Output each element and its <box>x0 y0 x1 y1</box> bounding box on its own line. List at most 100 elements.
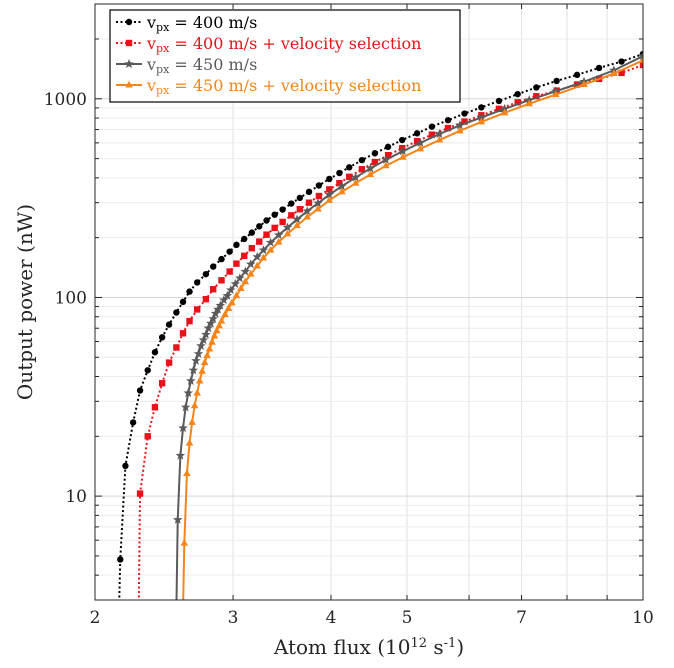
series-3-point <box>188 418 196 425</box>
series-3-point <box>525 99 534 107</box>
y-tick-label: 1000 <box>44 90 87 110</box>
series-1-point <box>179 330 187 337</box>
series-3-point <box>232 291 241 299</box>
series-2-point <box>203 323 214 333</box>
series-0-point <box>428 123 436 130</box>
series-1-point <box>371 158 379 166</box>
series-0-point <box>358 156 366 164</box>
series-0-point <box>336 169 343 177</box>
x-axis-title-unit-sup: -1 <box>444 636 457 651</box>
series-3-point <box>180 538 189 546</box>
series-0-point <box>209 263 217 270</box>
series-1-point <box>533 93 540 100</box>
series-0-point <box>398 136 406 144</box>
series-1-point <box>193 306 201 313</box>
series-2-point <box>324 189 335 199</box>
series-1-point <box>288 212 295 219</box>
legend-label-rest: = 450 m/s <box>169 55 257 74</box>
series-0-point <box>218 255 225 263</box>
series-1-point <box>271 224 278 232</box>
series-3-point <box>185 438 194 446</box>
series-3-point <box>237 284 245 291</box>
legend-marker-3 <box>125 80 133 88</box>
y-axis-title: Output power (nW) <box>13 204 37 400</box>
series-3-point <box>213 326 221 334</box>
series-2-point <box>208 313 218 323</box>
series-3-point <box>610 69 618 77</box>
series-1-point <box>144 433 151 440</box>
legend-label-sub: px <box>156 63 170 76</box>
series-2-point <box>292 214 302 224</box>
series-3-point <box>314 204 322 212</box>
series-3-point <box>221 310 229 318</box>
series-2-point <box>230 278 241 288</box>
series-1-point <box>218 277 225 284</box>
series-0-point <box>263 217 270 224</box>
series-0-point <box>305 188 313 196</box>
series-0-point <box>129 419 137 426</box>
series-0-point <box>165 321 173 328</box>
series-2-point <box>188 365 199 375</box>
series-2-point <box>196 340 206 350</box>
series-1-point <box>241 252 248 260</box>
series-1-point <box>305 199 313 206</box>
series-2-point <box>476 112 487 122</box>
y-tick-label: 10 <box>65 487 87 507</box>
series-2-point <box>381 154 391 164</box>
series-0-point <box>136 387 144 394</box>
legend-label-sub: px <box>156 84 170 97</box>
series-3-point <box>580 80 588 88</box>
series-0-point <box>173 309 180 316</box>
series-0-point <box>186 288 193 295</box>
series-2-point <box>240 266 251 276</box>
series-3-point <box>283 229 292 237</box>
series-3-point <box>228 298 236 306</box>
series-2-point <box>201 329 211 339</box>
series-3-point <box>183 469 191 477</box>
legend-label-rest: = 450 m/s + velocity selection <box>169 76 421 95</box>
legend-marker-0 <box>125 18 133 26</box>
legend-label-rest: = 400 m/s <box>169 13 257 32</box>
series-2-point <box>215 300 226 310</box>
series-1-point <box>461 118 468 125</box>
series-1-point <box>263 231 270 238</box>
series-2-point <box>186 375 196 385</box>
series-0-point <box>117 556 124 563</box>
series-2-point <box>183 388 193 398</box>
series-0-point <box>158 334 166 341</box>
series-0-point <box>288 200 295 207</box>
series-0-point <box>478 104 485 111</box>
x-tick-label: 2 <box>90 608 101 628</box>
series-1-point <box>209 286 217 293</box>
series-0-point <box>533 84 540 91</box>
x-axis-title-sup: 12 <box>410 636 427 651</box>
series-3-point <box>246 269 255 277</box>
legend-label-main: v <box>146 76 156 95</box>
series-3-point <box>366 170 375 177</box>
series-3-point <box>253 261 261 269</box>
series-0-point <box>279 206 286 213</box>
series-2-point <box>226 285 236 295</box>
x-tick-label: 5 <box>402 608 413 628</box>
legend-label-main: v <box>146 55 156 74</box>
series-layer <box>117 50 643 600</box>
series-1-point <box>315 192 323 200</box>
x-axis-title: Atom flux (1012 s-1) <box>273 635 464 659</box>
series-0-point <box>202 270 210 278</box>
legend-label-3: vpx = 450 m/s + velocity selection <box>146 76 421 97</box>
series-2-point <box>235 273 245 283</box>
plot-frame <box>94 3 644 601</box>
series-1-point <box>413 137 421 145</box>
series-0-point <box>553 77 560 85</box>
series-3-point <box>190 401 199 409</box>
series-3 <box>180 56 643 600</box>
series-1-point <box>296 206 304 213</box>
series-2-point <box>415 137 426 147</box>
series-3-point <box>210 331 219 339</box>
legend-label-2: vpx = 450 m/s <box>146 55 257 76</box>
series-3-point <box>274 237 283 245</box>
series-3-point <box>224 304 233 312</box>
series-2-point <box>398 146 408 156</box>
